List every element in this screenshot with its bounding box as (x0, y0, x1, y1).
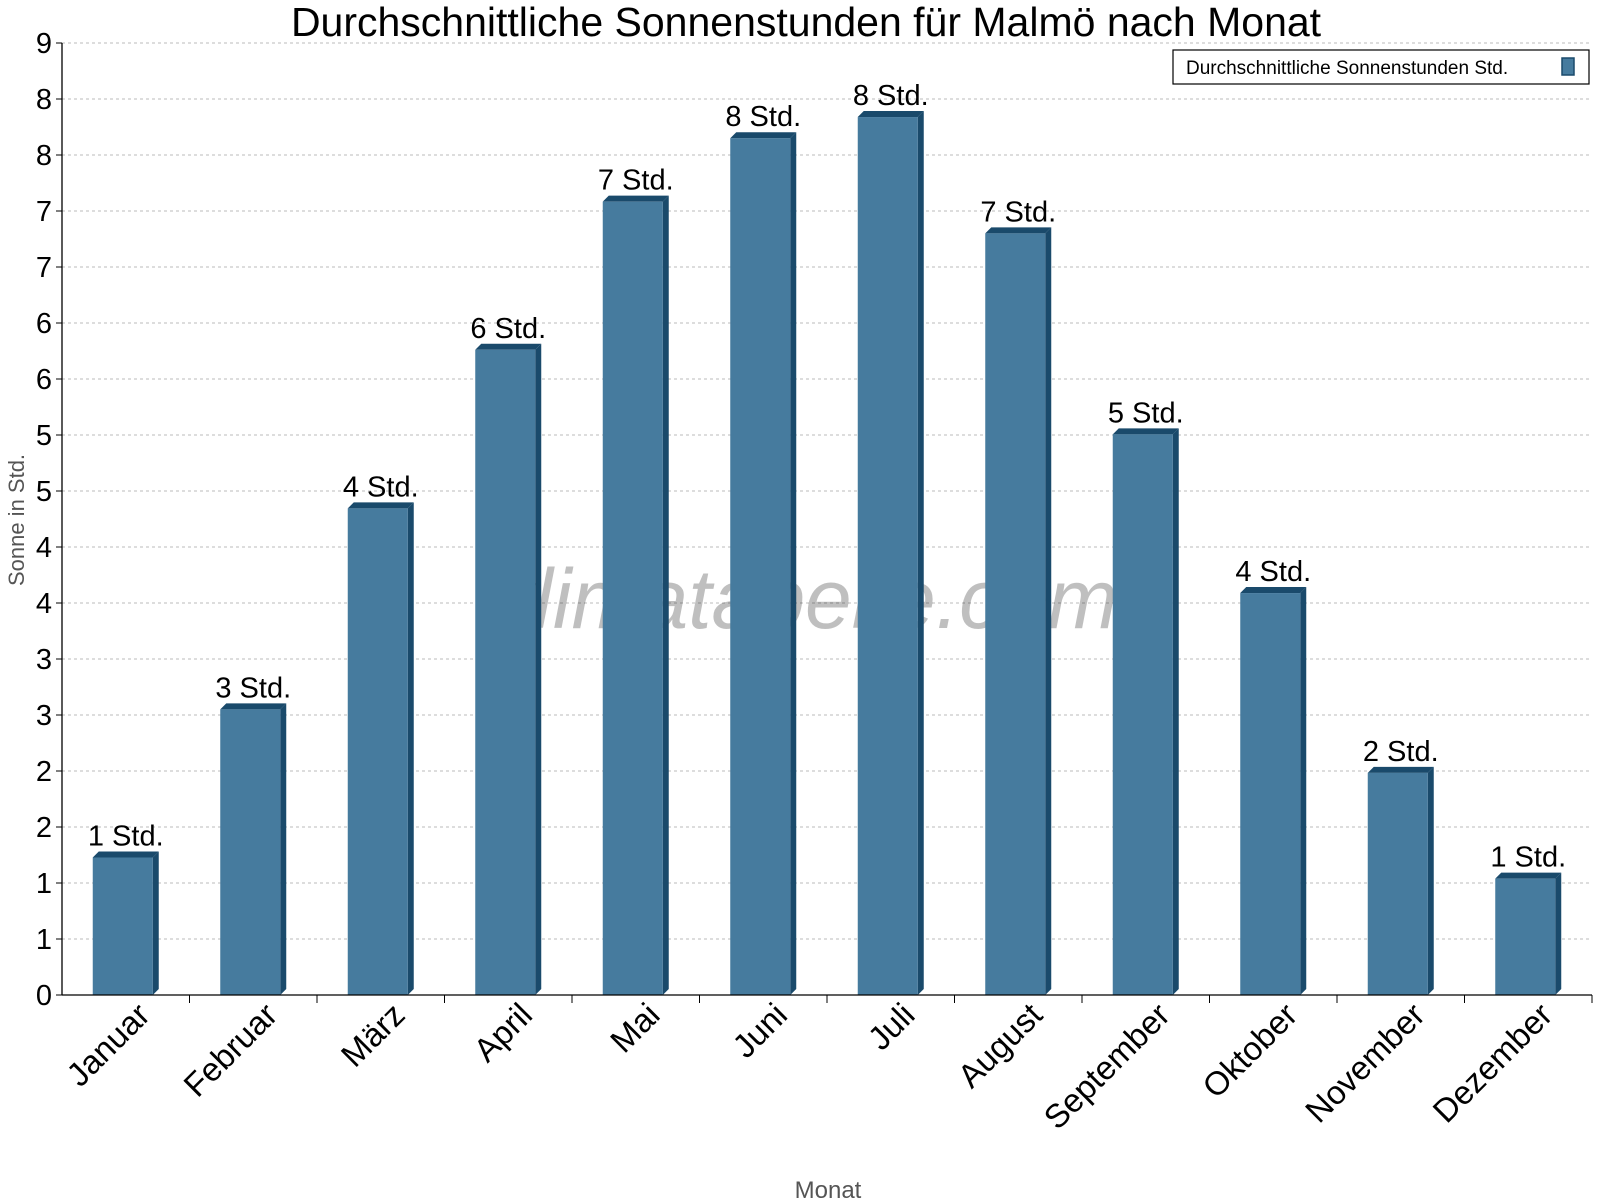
bar-top (1240, 587, 1307, 594)
x-tick-label: Februar (176, 996, 284, 1104)
bar (1240, 593, 1301, 995)
x-tick-label: August (950, 996, 1049, 1095)
y-tick-label: 5 (36, 420, 52, 452)
bar-side (152, 851, 159, 995)
bar (1112, 434, 1173, 995)
bar (985, 233, 1046, 995)
y-tick-label: 4 (36, 588, 52, 620)
legend: Durchschnittliche Sonnenstunden Std. (1172, 49, 1590, 85)
y-tick-label: 2 (36, 756, 52, 788)
bar-side (1427, 766, 1434, 995)
data-label: 1 Std. (1490, 842, 1566, 874)
y-tick-label: 2 (36, 812, 52, 844)
bar-side (1555, 872, 1562, 995)
y-tick-label: 7 (36, 196, 52, 228)
x-axis-title: Monat (795, 1177, 862, 1200)
y-tick-label: 7 (36, 252, 52, 284)
bars: 1 Std. 3 Std. 4 Std. 6 Std. 7 Std. 8 Std. 8 St… (88, 80, 1566, 996)
bar-top (857, 111, 924, 118)
y-tick-label: 3 (36, 700, 52, 732)
bar (1367, 772, 1428, 995)
data-label: 3 Std. (215, 672, 291, 704)
bar-side (1045, 227, 1052, 995)
bar-top (347, 502, 414, 509)
x-tick-label: April (466, 996, 539, 1069)
legend-box (1172, 49, 1590, 85)
x-tick-label: Juli (861, 996, 922, 1057)
y-tick-label: 1 (36, 868, 52, 900)
bar-side (280, 703, 287, 995)
x-tick-label: Januar (59, 996, 157, 1094)
data-label: 8 Std. (853, 80, 929, 112)
bar (347, 508, 408, 995)
chart-title: Durchschnittliche Sonnenstunden für Malm… (291, 0, 1322, 45)
bar-top (602, 195, 669, 202)
y-tick-label: 3 (36, 644, 52, 676)
y-tick-label: 5 (36, 476, 52, 508)
bar (92, 857, 153, 995)
bar (857, 117, 918, 996)
bar-top (92, 851, 159, 858)
data-label: 5 Std. (1108, 397, 1184, 429)
bar-top (985, 227, 1052, 234)
x-tick-label: Dezember (1425, 996, 1559, 1130)
data-label: 8 Std. (725, 101, 801, 133)
x-tick-label: Oktober (1195, 996, 1304, 1105)
bar (602, 201, 663, 995)
y-tick-label: 6 (36, 364, 52, 396)
y-axis-title: Sonne in Std. (4, 454, 29, 586)
bar-side (1172, 428, 1179, 995)
legend-label: Durchschnittliche Sonnenstunden Std. (1186, 58, 1508, 79)
data-label: 7 Std. (598, 165, 674, 197)
x-tick-label: Mai (603, 996, 667, 1060)
x-tick-label: November (1298, 996, 1432, 1130)
bar-side (1300, 587, 1307, 995)
data-label: 6 Std. (470, 313, 546, 345)
bar-top (730, 132, 797, 139)
bar-top (220, 703, 287, 710)
bar-side (535, 343, 542, 995)
bar-top (1367, 766, 1434, 773)
data-label: 7 Std. (980, 196, 1056, 228)
bar-side (917, 111, 924, 996)
y-tick-label: 9 (36, 28, 52, 60)
bar-side (790, 132, 797, 995)
x-tick-label: März (334, 996, 412, 1074)
bar (220, 709, 281, 995)
bar-top (1495, 872, 1562, 879)
y-tick-label: 6 (36, 308, 52, 340)
bar-side (662, 195, 669, 995)
data-label: 2 Std. (1363, 736, 1439, 768)
x-tick-label: September (1036, 996, 1176, 1136)
bar-top (1112, 428, 1179, 435)
data-label: 4 Std. (343, 471, 419, 503)
y-tick-label: 8 (36, 84, 52, 116)
y-tick-label: 4 (36, 532, 52, 564)
data-label: 1 Std. (88, 820, 164, 852)
x-tick-label: Juni (725, 996, 794, 1065)
y-tick-label: 0 (36, 980, 52, 1012)
bar-top (475, 343, 542, 350)
y-tick-label: 1 (36, 924, 52, 956)
y-tick-label: 8 (36, 140, 52, 172)
bar (730, 138, 791, 995)
bar (475, 349, 536, 995)
bar-side (407, 502, 414, 995)
bar (1495, 878, 1556, 995)
legend-swatch (1561, 57, 1575, 76)
data-label: 4 Std. (1235, 556, 1311, 588)
grid-lines (62, 42, 1592, 940)
